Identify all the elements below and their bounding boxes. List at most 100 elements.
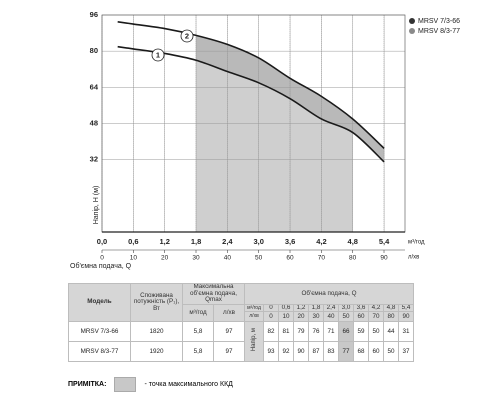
chart: Напір, H (м) Об'ємна подача, Q м³/год л/…: [70, 10, 460, 270]
x-unit: м³/год: [408, 240, 425, 246]
head-cell: 79: [293, 321, 309, 343]
table-row: Модель Споживана потужність (P₁), Вт Макси…: [68, 282, 414, 323]
note-swatch: [114, 377, 137, 392]
table-row: MRSV 7/3-66 1820 5,8 97 Напір, м 82 81 79 76 71 66…: [68, 321, 414, 363]
q-cell: 0: [263, 311, 279, 323]
head-cell: 71: [323, 321, 339, 343]
header-cell: Максимальна об'ємна подача, Qmax: [182, 283, 245, 305]
x-tick-label: 1,8: [191, 237, 201, 246]
y-tick-label: 64: [90, 82, 99, 91]
header-cell: Споживана потужність (P₁), Вт: [130, 282, 183, 323]
head-cell: 83: [323, 341, 339, 363]
curve-label: 2: [185, 31, 189, 40]
note-label: ПРИМІТКА:: [68, 381, 107, 388]
header-cell: Модель: [68, 282, 131, 323]
y-tick-label: 96: [90, 10, 98, 19]
note: ПРИМІТКА: - точка максимального ККД: [68, 377, 233, 392]
head-cell: 77: [338, 341, 354, 363]
head-cell: 68: [353, 341, 369, 363]
q-cell: 4,8: [383, 303, 399, 313]
y-tick-label: 32: [90, 155, 98, 164]
q-cell: 20: [293, 311, 309, 323]
x2-tick-label: 30: [192, 255, 200, 262]
x2-tick-label: 40: [224, 255, 232, 262]
power-cell: 1820: [130, 321, 183, 343]
note-text: - точка максимального ККД: [144, 381, 233, 388]
x-tick-label: 5,4: [379, 237, 390, 246]
x-tick-label: 1,2: [159, 237, 169, 246]
head-cell: 93: [263, 341, 279, 363]
x2-tick-label: 70: [318, 255, 326, 262]
x-tick-label: 3,0: [254, 237, 264, 246]
head-cell: 76: [308, 321, 324, 343]
q-cell: 10: [278, 311, 294, 323]
head-cell: 37: [398, 341, 414, 363]
curve-label-circle: [151, 48, 165, 62]
legend-label: MRSV 7/3-66: [418, 18, 460, 25]
qmax-cell: 97: [213, 341, 245, 363]
head-cell: 60: [368, 341, 384, 363]
head-cell: 87: [308, 341, 324, 363]
table-row: MRSV 8/3-77 1920 5,8 97 93 92 90 87 83 77 68 60 50 37: [68, 341, 414, 363]
head-cell: 90: [293, 341, 309, 363]
curve: [117, 45, 385, 163]
qmax-cell: 5,8: [182, 341, 214, 363]
q-cell: 30: [308, 311, 324, 323]
q-cell: 3,6: [353, 303, 369, 313]
head-cell: 82: [263, 321, 279, 343]
data-table: Модель Споживана потужність (P₁), Вт Макси…: [68, 282, 414, 363]
x2-tick-label: 0: [100, 255, 104, 262]
curve-label: 1: [156, 50, 160, 59]
q-cell: 1,8: [308, 303, 324, 313]
y-tick-label: 80: [90, 46, 98, 55]
head-cell: 59: [353, 321, 369, 343]
x-tick-label: 4,2: [316, 237, 326, 246]
header-cell: м³/год: [244, 303, 264, 313]
q-cell: 0: [263, 303, 279, 313]
table-row: м³/год л/хв м³/год 0 0,6 1,2 1,8 2,4 3,0 3,6 4,2 4,…: [69, 303, 414, 323]
y-tick-label: 48: [90, 118, 98, 127]
q-cell: 80: [383, 311, 399, 323]
q-cell: 1,2: [293, 303, 309, 313]
header-cell: м³/год: [182, 303, 214, 323]
q-cell: 90: [398, 311, 414, 323]
header-cell: Напір, м: [244, 321, 264, 363]
y-axis-label: Напір, H (м): [92, 186, 100, 225]
table-row: л/хв 0 10 20 30 40 50 60 70 80 90: [69, 311, 414, 323]
legend-marker: [409, 18, 415, 24]
header-cell: л/хв: [213, 303, 245, 323]
x2-tick-label: 60: [286, 255, 294, 262]
model-cell: MRSV 7/3-66: [68, 321, 131, 343]
q-cell: 0,6: [278, 303, 294, 313]
head-cell: 50: [368, 321, 384, 343]
legend-marker: [409, 28, 415, 34]
x2-tick-label: 10: [130, 255, 138, 262]
x-tick-label: 0,6: [128, 237, 138, 246]
head-cell: 81: [278, 321, 294, 343]
legend-label: MRSV 8/3-77: [418, 28, 460, 35]
x-tick-label: 0,0: [97, 237, 107, 246]
curve-label-circle: [180, 29, 194, 43]
x2-unit: л/хв: [408, 255, 419, 261]
efficiency-area: [196, 60, 353, 233]
header-cell: л/хв: [244, 311, 264, 323]
x2-tick-label: 50: [255, 255, 263, 262]
x-tick-label: 4,8: [348, 237, 358, 246]
head-cell: 92: [278, 341, 294, 363]
head-cell: 66: [338, 321, 354, 343]
q-cell: 4,2: [368, 303, 384, 313]
qmax-cell: 97: [213, 321, 245, 343]
q-cell: 3,0: [338, 303, 354, 313]
head-cell: 31: [398, 321, 414, 343]
curve: [117, 20, 385, 149]
q-cell: 60: [353, 311, 369, 323]
head-cell: 44: [383, 321, 399, 343]
q-cell: 50: [338, 311, 354, 323]
x-tick-label: 3,6: [285, 237, 295, 246]
x2-tick-label: 80: [349, 255, 357, 262]
q-cell: 2,4: [323, 303, 339, 313]
power-cell: 1920: [130, 341, 183, 363]
q-cell: 70: [368, 311, 384, 323]
x-axis-label: Об'ємна подача, Q: [70, 262, 132, 270]
